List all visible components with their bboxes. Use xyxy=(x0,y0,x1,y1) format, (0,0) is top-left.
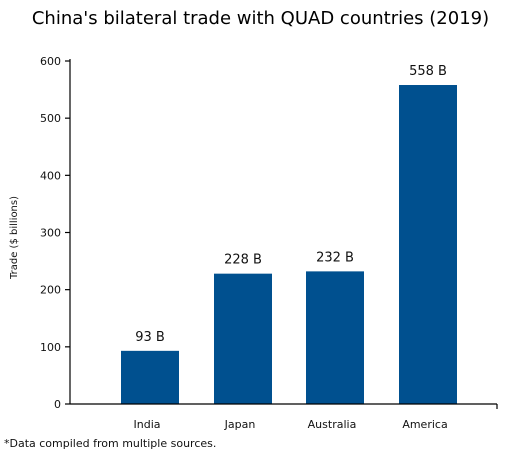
data-label-india: 93 B xyxy=(135,330,165,345)
data-label-australia: 232 B xyxy=(316,250,354,265)
x-tick-label-australia: Australia xyxy=(308,418,357,431)
data-label-america: 558 B xyxy=(409,64,447,79)
y-tick-label: 600 xyxy=(40,55,61,68)
y-tick-label: 0 xyxy=(54,398,61,411)
chart-title: China's bilateral trade with QUAD countr… xyxy=(31,8,490,29)
y-tick-label: 200 xyxy=(40,284,61,297)
bar-japan xyxy=(214,273,272,404)
y-tick-label: 400 xyxy=(40,169,61,182)
y-tick-label: 500 xyxy=(40,112,61,125)
footnote: *Data compiled from multiple sources. xyxy=(4,437,217,450)
bar-india xyxy=(121,350,179,404)
data-label-japan: 228 B xyxy=(224,253,262,268)
x-tick-label-japan: Japan xyxy=(224,418,256,431)
x-tick-label-india: India xyxy=(134,418,161,431)
bar-australia xyxy=(306,271,364,404)
bar-america xyxy=(399,85,457,404)
x-tick-label-america: America xyxy=(402,418,447,431)
y-tick-label: 300 xyxy=(40,227,61,240)
y-tick-label: 100 xyxy=(40,341,61,354)
y-axis-title: Trade ($ billions) xyxy=(9,196,20,280)
